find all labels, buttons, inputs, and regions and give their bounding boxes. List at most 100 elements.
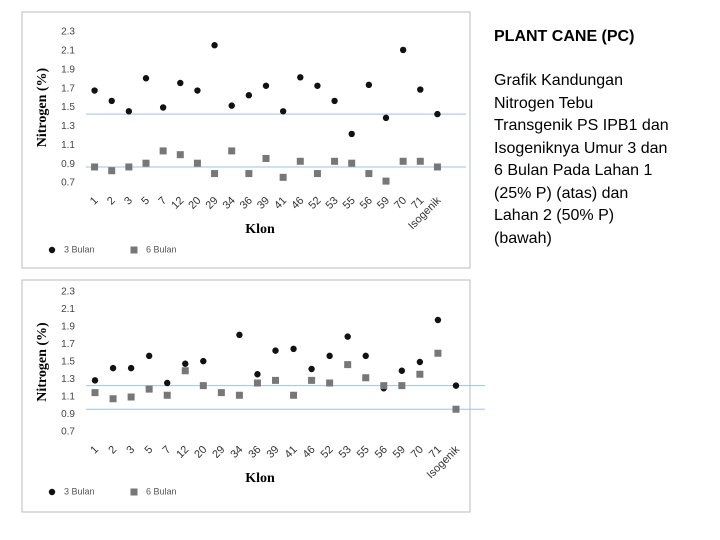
x-tick-label: 12 xyxy=(174,444,191,461)
y-tick-label: 0.9 xyxy=(61,159,75,170)
y-tick-label: 0.9 xyxy=(61,409,75,420)
marker-dot xyxy=(91,87,98,94)
marker-square xyxy=(452,405,460,413)
y-tick-label: 1.5 xyxy=(61,102,75,113)
y-tick-label: 0.7 xyxy=(61,427,75,438)
marker-square xyxy=(399,157,407,165)
x-tick-label: 46 xyxy=(301,444,318,461)
y-tick-label: 1.1 xyxy=(61,140,75,151)
marker-square xyxy=(279,173,287,181)
marker-dot xyxy=(297,74,304,81)
marker-dot xyxy=(344,333,351,340)
x-tick-label: 52 xyxy=(319,444,336,461)
x-tick-label: 46 xyxy=(289,195,306,212)
marker-dot xyxy=(417,86,424,93)
chart-frame xyxy=(21,279,471,513)
marker-dot xyxy=(290,345,297,353)
marker-dot xyxy=(109,364,117,372)
marker-square xyxy=(142,159,150,167)
marker-dot xyxy=(382,114,390,122)
x-tick-label: 59 xyxy=(391,444,408,461)
x-tick-label: 55 xyxy=(341,195,358,212)
x-tick-label: 36 xyxy=(246,444,263,461)
marker-square xyxy=(262,154,270,162)
y-tick-label: 1.3 xyxy=(61,374,75,385)
x-tick-label: 39 xyxy=(264,444,281,461)
marker-square xyxy=(313,170,321,178)
side-title: PLANT CANE (PC) xyxy=(494,28,635,45)
marker-square xyxy=(245,170,253,178)
x-tick-label: 3 xyxy=(122,195,135,208)
marker-square xyxy=(211,170,219,178)
marker-square xyxy=(382,177,390,185)
marker-square xyxy=(108,167,116,175)
side-line: 6 Bulan Pada Lahan 1 xyxy=(494,162,653,179)
marker-square xyxy=(130,246,138,254)
x-axis-title: Klon xyxy=(245,222,275,237)
chart-frame xyxy=(21,11,471,269)
marker-dot xyxy=(245,92,253,99)
marker-square xyxy=(296,157,304,165)
marker-dot xyxy=(182,360,189,367)
marker-dot xyxy=(314,82,321,89)
x-tick-label: 36 xyxy=(238,195,255,212)
marker-dot xyxy=(362,352,369,360)
y-tick-label: 2.3 xyxy=(61,287,75,298)
marker-dot xyxy=(348,130,355,138)
marker-dot xyxy=(365,81,373,89)
x-tick-label: 70 xyxy=(392,195,409,212)
x-tick-label: 41 xyxy=(272,195,289,212)
y-tick-label: 1.7 xyxy=(61,83,75,94)
legend-label: 6 Bulan xyxy=(146,244,177,254)
marker-square xyxy=(176,151,184,159)
marker-square xyxy=(416,157,424,165)
x-tick-label: 3 xyxy=(124,444,137,457)
marker-square xyxy=(159,147,167,155)
x-tick-label: 5 xyxy=(139,195,152,208)
side-line: Grafik Kandungan xyxy=(494,72,623,89)
marker-dot xyxy=(125,108,133,115)
x-tick-label: 2 xyxy=(105,195,118,208)
x-tick-label: 39 xyxy=(255,195,272,212)
side-line: Isogeniknya Umur 3 dan xyxy=(494,139,668,157)
marker-dot xyxy=(434,110,441,118)
marker-square xyxy=(344,361,352,369)
side-line: Nitrogen Tebu xyxy=(494,94,594,112)
marker-dot xyxy=(331,97,338,105)
marker-dot xyxy=(434,316,442,324)
marker-square xyxy=(235,391,243,399)
x-tick-label: 53 xyxy=(337,444,354,461)
x-tick-label: 34 xyxy=(228,444,245,461)
marker-dot xyxy=(228,102,235,109)
marker-square xyxy=(193,159,201,167)
marker-dot xyxy=(200,357,207,365)
x-tick-label: 70 xyxy=(409,444,426,461)
side-line: Transgenik PS IPB1 dan xyxy=(494,117,669,134)
y-tick-label: 1.7 xyxy=(61,339,75,350)
x-tick-label: 55 xyxy=(355,444,372,461)
marker-dot xyxy=(262,82,270,89)
x-tick-label: 7 xyxy=(156,195,169,208)
x-tick-label: 56 xyxy=(358,195,375,212)
marker-square xyxy=(433,163,441,171)
marker-dot xyxy=(159,104,167,111)
marker-square xyxy=(199,382,207,390)
marker-square xyxy=(348,159,356,167)
y-axis-title: Nitrogen (%) xyxy=(35,322,50,402)
marker-square xyxy=(109,395,117,403)
y-tick-label: 1.9 xyxy=(61,64,75,75)
y-tick-label: 1.3 xyxy=(61,121,75,132)
marker-dot xyxy=(142,75,150,82)
x-tick-label: 34 xyxy=(221,195,238,212)
legend-label: 3 Bulan xyxy=(64,486,95,496)
legend-label: 6 Bulan xyxy=(146,486,177,496)
marker-dot xyxy=(254,371,261,378)
marker-square xyxy=(253,379,261,387)
x-tick-label: 29 xyxy=(204,195,221,212)
x-tick-label: 20 xyxy=(186,195,203,212)
side-line: (25% P) (atas) dan xyxy=(494,184,629,202)
marker-dot xyxy=(416,358,424,366)
side-line: Lahan 2 (50% P) xyxy=(494,207,615,224)
